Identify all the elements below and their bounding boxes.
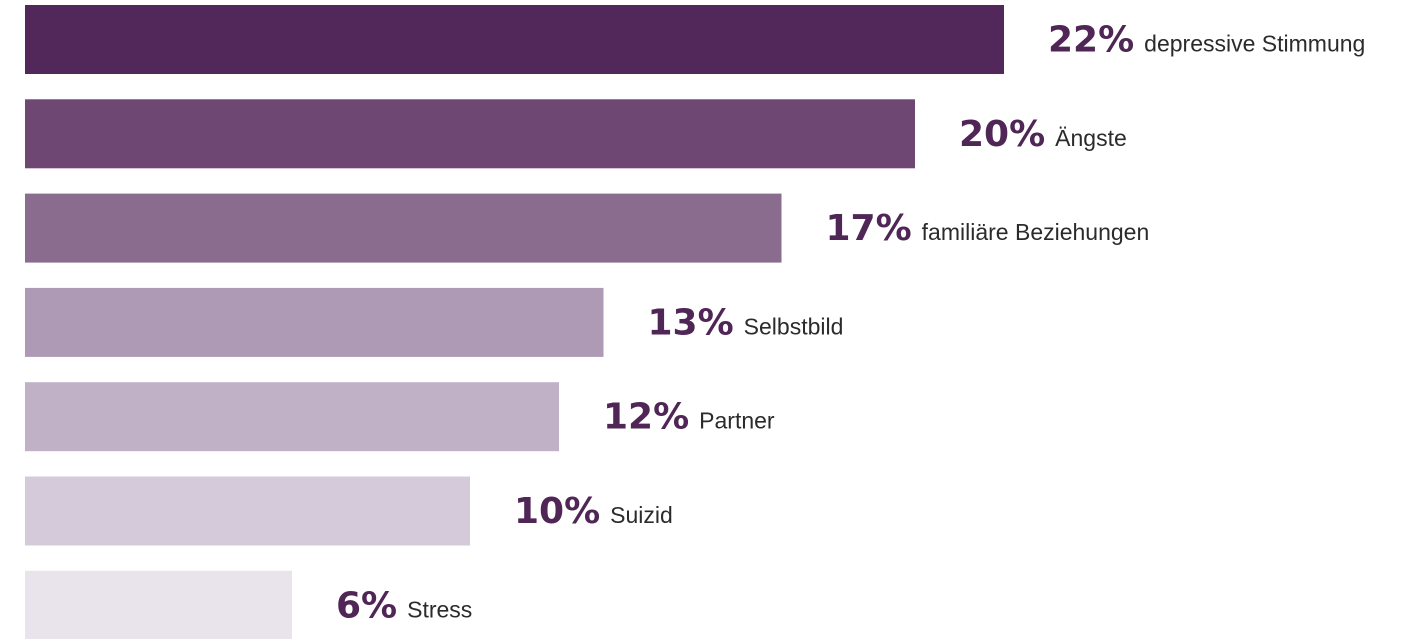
- category-label-0: depressive Stimmung: [1144, 31, 1365, 57]
- bar-label-0: 22% depressive Stimmung: [1048, 20, 1365, 61]
- bar-4: [25, 382, 559, 452]
- bar-label-4: 12% Partner: [603, 397, 775, 438]
- category-label-4: Partner: [699, 408, 775, 434]
- bar-2: [25, 193, 782, 263]
- category-label-1: Ängste: [1055, 125, 1127, 151]
- bar-1: [25, 99, 915, 169]
- bar-6: [25, 570, 292, 639]
- bar-label-2: 17% familiäre Beziehungen: [826, 208, 1150, 249]
- category-label-5: Suizid: [610, 502, 673, 528]
- value-label-4: 12%: [603, 397, 689, 438]
- bar-5: [25, 476, 470, 546]
- category-label-6: Stress: [407, 596, 472, 622]
- value-label-0: 22%: [1048, 20, 1134, 61]
- value-label-1: 20%: [959, 114, 1045, 155]
- value-label-2: 17%: [826, 208, 912, 249]
- value-label-6: 6%: [336, 585, 397, 626]
- bar-3: [25, 287, 604, 357]
- value-label-5: 10%: [514, 491, 600, 532]
- bar-label-3: 13% Selbstbild: [648, 302, 844, 343]
- bar-label-5: 10% Suizid: [514, 491, 673, 532]
- category-label-3: Selbstbild: [744, 313, 844, 339]
- bar-label-6: 6% Stress: [336, 585, 472, 626]
- category-label-2: familiäre Beziehungen: [922, 219, 1150, 245]
- value-label-3: 13%: [648, 302, 734, 343]
- bar-0: [25, 5, 1004, 74]
- bar-label-1: 20% Ängste: [959, 114, 1127, 155]
